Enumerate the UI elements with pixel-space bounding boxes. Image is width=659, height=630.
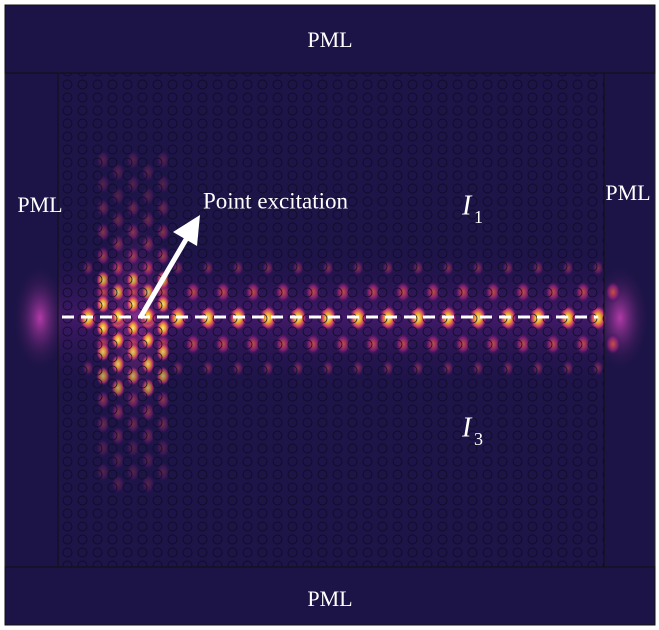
annotation: Point excitation [203, 188, 349, 213]
left-pml-glow [12, 263, 68, 373]
region-symbol: I [461, 190, 473, 221]
pml-label: PML [307, 27, 352, 52]
field-spot [605, 333, 621, 355]
field-spot [605, 281, 621, 303]
region-subscript: 3 [474, 429, 483, 449]
region-symbol: I [461, 412, 473, 443]
pml-label: PML [307, 586, 352, 611]
arrow-head [173, 215, 200, 246]
region-subscript: 1 [474, 207, 483, 227]
pml-label: PML [605, 180, 650, 205]
pml-top [4, 4, 656, 74]
lattice [58, 73, 604, 567]
pml-label: PML [17, 192, 62, 217]
arrow-shaft [137, 234, 191, 320]
pml-bottom [4, 566, 656, 626]
right-pml-glow [590, 263, 650, 373]
